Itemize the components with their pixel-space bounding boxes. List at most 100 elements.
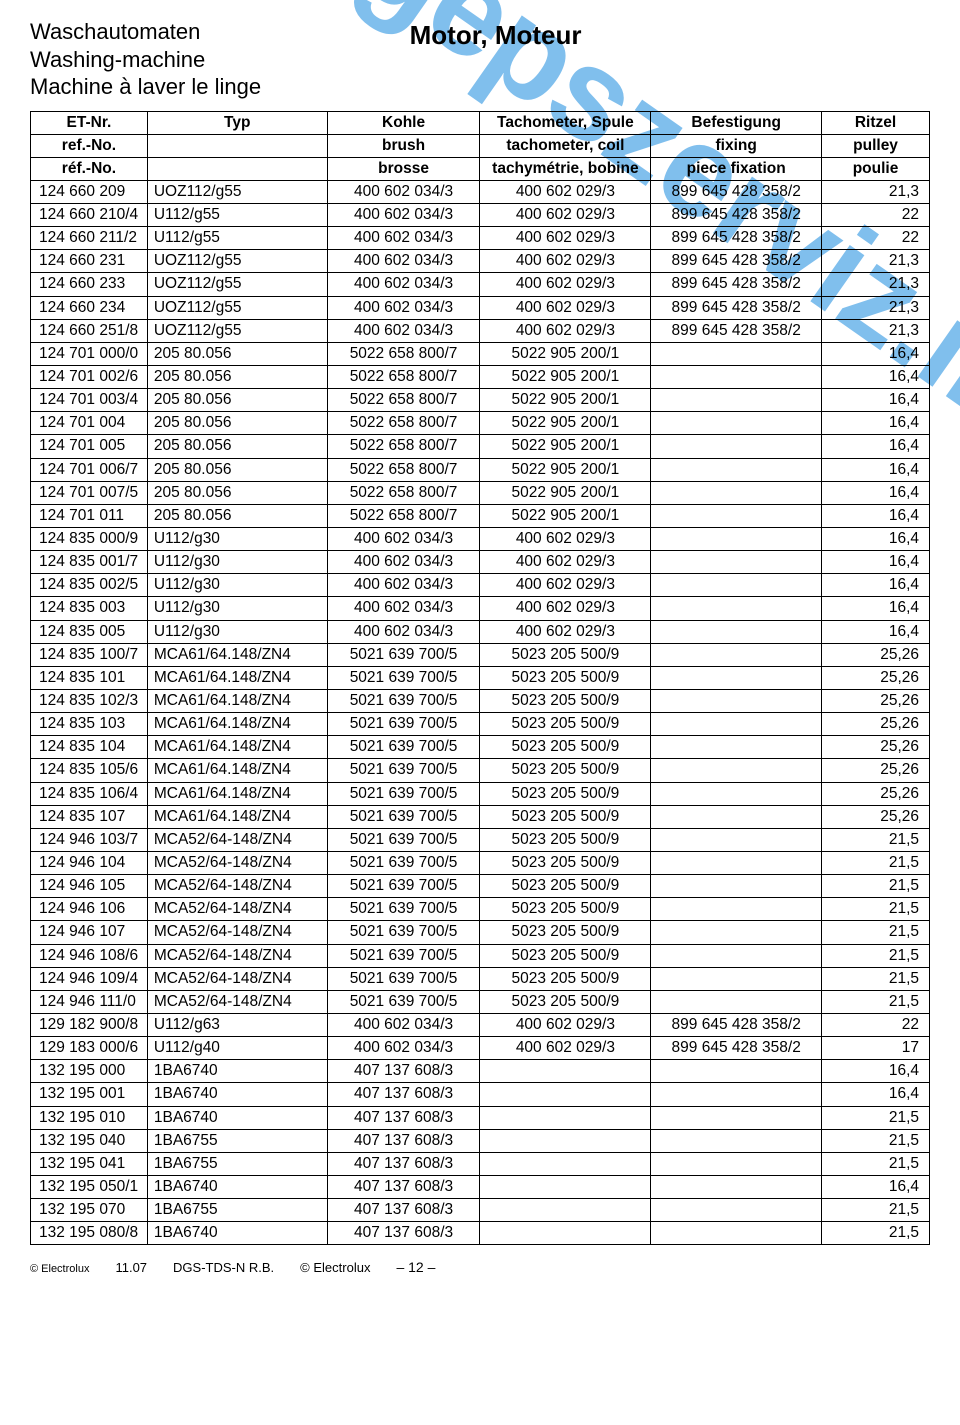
table-cell: U112/g30 <box>147 551 327 574</box>
table-cell <box>480 1222 651 1245</box>
table-cell <box>651 1129 822 1152</box>
table-cell: 5023 205 500/9 <box>480 713 651 736</box>
table-cell <box>651 921 822 944</box>
table-head: ET-Nr.TypKohleTachometer, SpuleBefestigu… <box>31 111 930 180</box>
table-cell: MCA61/64.148/ZN4 <box>147 759 327 782</box>
table-cell: 400 602 034/3 <box>327 227 480 250</box>
table-head-cell: Ritzel <box>822 111 930 134</box>
table-cell: 5022 905 200/1 <box>480 389 651 412</box>
table-cell <box>480 1152 651 1175</box>
table-cell: MCA52/64-148/ZN4 <box>147 898 327 921</box>
table-row: 132 195 0011BA6740407 137 608/316,4 <box>31 1083 930 1106</box>
table-cell: 124 660 211/2 <box>31 227 148 250</box>
table-cell <box>651 666 822 689</box>
table-cell: 5023 205 500/9 <box>480 643 651 666</box>
table-cell: 400 602 034/3 <box>327 551 480 574</box>
table-cell: 1BA6740 <box>147 1222 327 1245</box>
table-cell: 16,4 <box>822 1060 930 1083</box>
table-cell: 1BA6740 <box>147 1106 327 1129</box>
table-cell <box>480 1199 651 1222</box>
table-cell: 124 701 002/6 <box>31 366 148 389</box>
table-row: 132 195 050/11BA6740407 137 608/316,4 <box>31 1175 930 1198</box>
table-cell: MCA61/64.148/ZN4 <box>147 736 327 759</box>
table-cell <box>651 805 822 828</box>
table-cell: 5022 905 200/1 <box>480 458 651 481</box>
table-cell: 5021 639 700/5 <box>327 643 480 666</box>
table-row: 124 701 003/4205 80.0565022 658 800/7502… <box>31 389 930 412</box>
table-cell: 132 195 001 <box>31 1083 148 1106</box>
table-cell: 5023 205 500/9 <box>480 944 651 967</box>
table-cell <box>651 1199 822 1222</box>
header-center: Motor, Moteur <box>181 18 810 51</box>
table-cell <box>651 1083 822 1106</box>
table-head-cell: brosse <box>327 157 480 180</box>
table-cell: 5022 658 800/7 <box>327 342 480 365</box>
table-head-cell: Typ <box>147 111 327 134</box>
table-cell: 132 195 080/8 <box>31 1222 148 1245</box>
table-cell: 21,5 <box>822 921 930 944</box>
table-cell: 5021 639 700/5 <box>327 990 480 1013</box>
table-cell: MCA52/64-148/ZN4 <box>147 852 327 875</box>
table-cell: 124 660 234 <box>31 296 148 319</box>
table-row: 124 660 231UOZ112/g55400 602 034/3400 60… <box>31 250 930 273</box>
table-cell: 5022 905 200/1 <box>480 504 651 527</box>
table-cell: 5023 205 500/9 <box>480 875 651 898</box>
table-cell: 5023 205 500/9 <box>480 782 651 805</box>
table-cell: 21,5 <box>822 1199 930 1222</box>
table-cell: 5022 905 200/1 <box>480 481 651 504</box>
table-cell: 407 137 608/3 <box>327 1199 480 1222</box>
table-cell: 124 701 007/5 <box>31 481 148 504</box>
table-cell <box>651 342 822 365</box>
table-cell: 5022 905 200/1 <box>480 435 651 458</box>
table-cell: 205 80.056 <box>147 504 327 527</box>
table-cell: 205 80.056 <box>147 481 327 504</box>
table-cell: 407 137 608/3 <box>327 1083 480 1106</box>
table-row: 124 701 007/5205 80.0565022 658 800/7502… <box>31 481 930 504</box>
table-cell: 124 835 104 <box>31 736 148 759</box>
table-row: 124 701 006/7205 80.0565022 658 800/7502… <box>31 458 930 481</box>
table-cell: 400 602 029/3 <box>480 528 651 551</box>
table-cell: 25,26 <box>822 666 930 689</box>
table-row: 132 195 0411BA6755407 137 608/321,5 <box>31 1152 930 1175</box>
table-cell <box>651 481 822 504</box>
table-cell: 5021 639 700/5 <box>327 782 480 805</box>
table-cell: 124 660 231 <box>31 250 148 273</box>
table-cell: 205 80.056 <box>147 435 327 458</box>
table-cell <box>651 1060 822 1083</box>
table-cell: MCA52/64-148/ZN4 <box>147 921 327 944</box>
table-cell: 5022 905 200/1 <box>480 342 651 365</box>
table-cell: U112/g55 <box>147 227 327 250</box>
table-head-cell: ref.-No. <box>31 134 148 157</box>
table-row: 124 946 104MCA52/64-148/ZN45021 639 700/… <box>31 852 930 875</box>
table-row: 132 195 0101BA6740407 137 608/321,5 <box>31 1106 930 1129</box>
table-cell <box>480 1106 651 1129</box>
table-cell: 5022 658 800/7 <box>327 458 480 481</box>
table-cell: 205 80.056 <box>147 342 327 365</box>
table-cell: 132 195 050/1 <box>31 1175 148 1198</box>
table-cell: 17 <box>822 1037 930 1060</box>
table-cell <box>651 574 822 597</box>
table-cell: 5022 658 800/7 <box>327 412 480 435</box>
table-cell: 5021 639 700/5 <box>327 875 480 898</box>
table-cell: 5023 205 500/9 <box>480 990 651 1013</box>
table-cell: 16,4 <box>822 528 930 551</box>
table-cell: 124 835 101 <box>31 666 148 689</box>
table-row: 124 946 105MCA52/64-148/ZN45021 639 700/… <box>31 875 930 898</box>
table-cell: 400 602 034/3 <box>327 204 480 227</box>
table-cell: 899 645 428 358/2 <box>651 273 822 296</box>
table-cell: 5023 205 500/9 <box>480 805 651 828</box>
table-cell: 25,26 <box>822 736 930 759</box>
table-cell: 16,4 <box>822 1083 930 1106</box>
table-cell: 400 602 029/3 <box>480 597 651 620</box>
table-cell: 407 137 608/3 <box>327 1152 480 1175</box>
table-cell: 5023 205 500/9 <box>480 852 651 875</box>
table-cell: MCA61/64.148/ZN4 <box>147 782 327 805</box>
table-cell: 1BA6740 <box>147 1175 327 1198</box>
table-cell: 407 137 608/3 <box>327 1060 480 1083</box>
table-head-cell: tachometer, coil <box>480 134 651 157</box>
table-row: 124 835 000/9U112/g30400 602 034/3400 60… <box>31 528 930 551</box>
table-cell: U112/g40 <box>147 1037 327 1060</box>
table-cell: 124 660 209 <box>31 180 148 203</box>
table-row: 124 835 105/6MCA61/64.148/ZN45021 639 70… <box>31 759 930 782</box>
table-cell: 400 602 029/3 <box>480 1013 651 1036</box>
